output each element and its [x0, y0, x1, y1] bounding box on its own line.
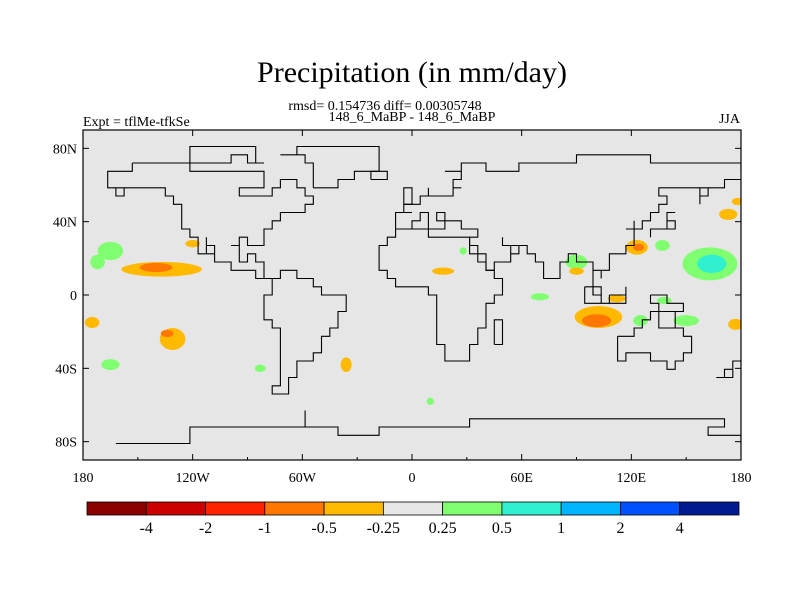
chart-title: Precipitation (in mm/day): [257, 56, 567, 89]
anomaly-region-22: [633, 243, 645, 251]
anomaly-region-8: [101, 359, 120, 371]
colorbar-label-9: 4: [676, 520, 684, 537]
coastline-4: [263, 269, 347, 395]
colorbar-swatch-2: [205, 501, 266, 516]
anomaly-region-27: [731, 197, 741, 206]
subtitle: 148_6_MaBP - 148_6_MaBP: [329, 110, 496, 125]
colorbar-label-8: 2: [616, 520, 624, 537]
anomaly-region-7: [160, 329, 174, 338]
anomaly-region-11: [426, 397, 434, 406]
colorbar-swatch-6: [442, 501, 503, 516]
anomaly-region-20: [569, 267, 584, 275]
colorbar-swatch-10: [679, 501, 740, 516]
colorbar-swatch-0: [86, 501, 147, 516]
colorbar-swatch-7: [501, 501, 562, 516]
right-label: JJA: [719, 112, 741, 127]
coastline-6: [395, 178, 741, 296]
anomaly-region-13: [459, 247, 467, 255]
coastline-3: [370, 170, 388, 181]
coastline-14: [403, 187, 413, 205]
anomaly-region-17: [581, 314, 612, 328]
map-background: [83, 130, 741, 460]
y-tick-label-1: 40N: [53, 216, 77, 231]
coastline-11: [608, 286, 627, 304]
anomaly-region-10: [340, 357, 352, 372]
colorbar-swatch-4: [323, 501, 384, 516]
anomaly-region-0: [97, 241, 124, 261]
x-tick-label-4: 60E: [510, 471, 533, 486]
anomaly-region-25: [697, 254, 727, 273]
coastline-2: [189, 145, 264, 164]
y-tick-label-0: 80N: [53, 142, 77, 157]
coastline-10: [584, 286, 610, 304]
anomaly-region-9: [254, 364, 266, 373]
colorbar-label-5: 0.25: [429, 520, 457, 537]
x-tick-label-6: 180: [731, 471, 752, 486]
x-tick-label-5: 120E: [617, 471, 647, 486]
anomaly-region-23: [655, 240, 670, 251]
colorbar-label-4: -0.25: [367, 520, 400, 537]
colorbar-swatch-3: [264, 501, 325, 516]
colorbar-label-0: -4: [140, 520, 153, 537]
y-tick-label-3: 40S: [55, 362, 77, 377]
colorbar-swatch-9: [620, 501, 681, 516]
anomaly-region-26: [719, 208, 738, 220]
anomaly-region-4: [185, 240, 200, 248]
x-tick-label-0: 180: [73, 471, 94, 486]
colorbar-label-3: -0.5: [311, 520, 336, 537]
y-tick-label-2: 0: [70, 289, 77, 304]
anomaly-region-14: [530, 293, 550, 301]
anomaly-region-16: [607, 295, 626, 303]
anomaly-region-29: [656, 296, 672, 305]
anomaly-region-5: [84, 317, 100, 328]
coastline-9: [617, 310, 693, 370]
coastline-5: [395, 154, 741, 229]
anomaly-layer: [84, 197, 741, 406]
coastline-8: [493, 319, 504, 346]
anomaly-region-28: [673, 315, 699, 327]
stats-line: rmsd= 0.154736 diff= 0.00305748: [288, 99, 481, 114]
colorbar-swatch-1: [145, 501, 206, 516]
axis-ticks: 180 120W 60W 0 60E 120E 180 80N 40N 0 40S 80S: [53, 130, 752, 486]
colorbar: -4 -2 -1 -0.5 -0.25 0.25 0.5 1 2 4: [86, 501, 740, 537]
coastline-layer: [107, 145, 741, 445]
coastline-13: [649, 211, 676, 238]
left-label: Expt = tflMe-tfkSe: [83, 115, 190, 130]
x-tick-label-3: 0: [409, 471, 416, 486]
coastline-15: [115, 410, 741, 445]
colorbar-label-2: -1: [258, 520, 271, 537]
coastline-7: [378, 228, 504, 362]
x-tick-label-2: 60W: [289, 471, 317, 486]
anomaly-region-18: [633, 315, 648, 327]
colorbar-swatch-5: [382, 501, 444, 516]
y-tick-label-4: 80S: [55, 436, 77, 451]
coastline-12: [649, 294, 684, 313]
anomaly-region-3: [139, 262, 173, 273]
coastline-0: [107, 162, 314, 280]
colorbar-label-6: 0.5: [492, 520, 512, 537]
x-tick-label-1: 120W: [176, 471, 211, 486]
anomaly-region-1: [90, 254, 105, 270]
anomaly-region-12: [432, 267, 455, 275]
coastline-1: [280, 145, 380, 189]
coastline-16: [716, 360, 741, 379]
colorbar-swatch-8: [560, 501, 621, 516]
anomaly-region-30: [728, 318, 741, 330]
colorbar-label-7: 1: [557, 520, 565, 537]
colorbar-label-1: -2: [199, 520, 212, 537]
